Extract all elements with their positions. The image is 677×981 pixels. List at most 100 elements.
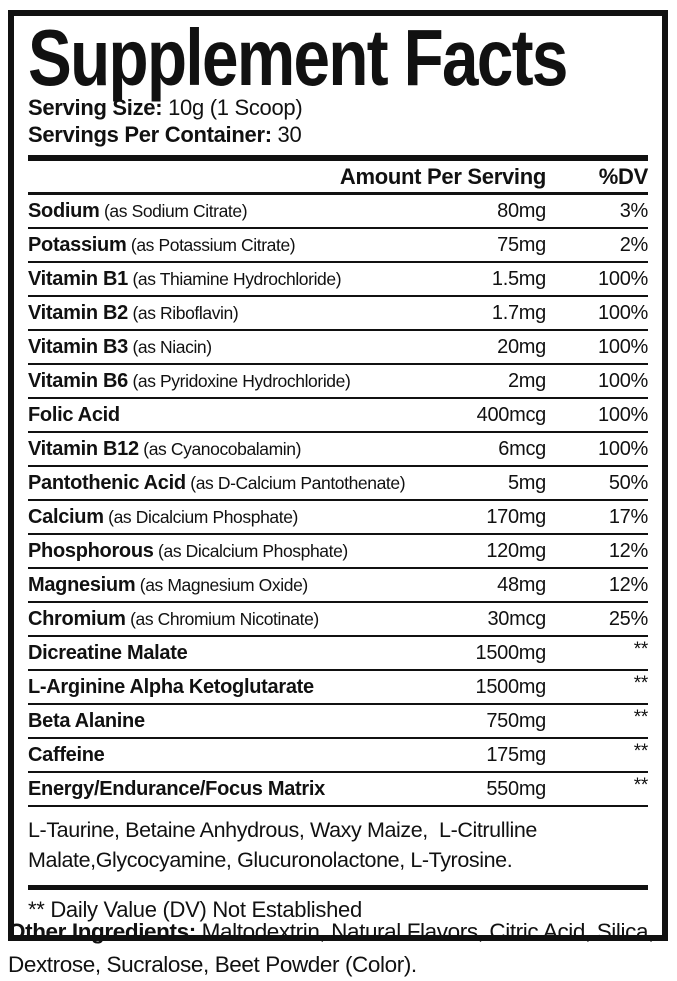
nutrient-daily-value: 100%	[598, 268, 648, 290]
nutrient-name: Folic Acid	[28, 404, 120, 426]
nutrient-name: Phosphorous	[28, 540, 154, 562]
nutrient-table: Sodium (as Sodium Citrate) 80mg 3% Potas…	[28, 195, 648, 807]
nutrient-row: Calcium (as Dicalcium Phosphate) 170mg 1…	[28, 501, 648, 535]
nutrient-name: Vitamin B1	[28, 268, 128, 290]
nutrient-source-detail: (as Pyridoxine Hydrochloride)	[128, 371, 351, 391]
nutrient-name: L-Arginine Alpha Ketoglutarate	[28, 676, 314, 698]
nutrient-amount: 20mg	[497, 336, 546, 358]
nutrient-row: Vitamin B12 (as Cyanocobalamin) 6mcg 100…	[28, 433, 648, 467]
nutrient-source-detail: (as Thiamine Hydrochloride)	[128, 269, 342, 289]
nutrient-name-cell: Caffeine	[28, 744, 486, 767]
nutrient-name-cell: Energy/Endurance/Focus Matrix	[28, 778, 486, 801]
nutrient-row: Vitamin B1 (as Thiamine Hydrochloride) 1…	[28, 263, 648, 297]
nutrient-name: Vitamin B2	[28, 302, 128, 324]
nutrient-name: Beta Alanine	[28, 710, 145, 732]
nutrient-name: Magnesium	[28, 574, 136, 596]
nutrient-amount: 48mg	[497, 574, 546, 596]
nutrient-daily-value: **	[633, 707, 649, 728]
nutrient-amount: 30mcg	[487, 608, 546, 630]
nutrient-daily-value: 25%	[608, 608, 648, 630]
nutrient-name-cell: Beta Alanine	[28, 710, 486, 733]
panel-title: Supplement Facts	[28, 13, 568, 102]
nutrient-daily-value: **	[633, 639, 649, 660]
nutrient-row: Vitamin B6 (as Pyridoxine Hydrochloride)…	[28, 365, 648, 399]
proprietary-blend-text: L-Taurine, Betaine Anhydrous, Waxy Maize…	[28, 818, 543, 872]
nutrient-amount: 6mcg	[498, 438, 546, 460]
nutrient-source-detail: (as D-Calcium Pantothenate)	[185, 473, 406, 493]
amount-per-serving-header: Amount Per Serving	[339, 164, 546, 189]
nutrient-amount: 400mcg	[476, 404, 547, 426]
nutrient-amount: 2mg	[507, 370, 546, 392]
nutrient-name: Sodium	[28, 200, 100, 222]
daily-value-footnote: ** Daily Value (DV) Not Established	[28, 897, 362, 922]
nutrient-name-cell: Magnesium (as Magnesium Oxide)	[28, 574, 497, 597]
nutrient-daily-value: 100%	[598, 302, 648, 324]
nutrient-name: Caffeine	[28, 744, 105, 766]
nutrient-daily-value: 50%	[608, 472, 648, 494]
nutrient-row: Chromium (as Chromium Nicotinate) 30mcg …	[28, 603, 648, 637]
nutrient-name-cell: Chromium (as Chromium Nicotinate)	[28, 608, 487, 631]
other-ingredients-text: Maltodextrin, Natural Flavors, Citric Ac…	[8, 919, 654, 977]
nutrient-daily-value: 2%	[619, 234, 649, 256]
nutrient-name-cell: L-Arginine Alpha Ketoglutarate	[28, 676, 476, 699]
nutrient-name: Calcium	[28, 506, 104, 528]
nutrient-row: Caffeine 175mg **	[28, 739, 648, 773]
footnote-divider-bar	[28, 885, 648, 890]
nutrient-name: Chromium	[28, 608, 126, 630]
nutrient-name-cell: Vitamin B6 (as Pyridoxine Hydrochloride)	[28, 370, 508, 393]
nutrient-daily-value: 100%	[598, 404, 648, 426]
nutrient-row: Potassium (as Potassium Citrate) 75mg 2%	[28, 229, 648, 263]
nutrient-daily-value: 12%	[608, 540, 648, 562]
nutrient-name: Vitamin B6	[28, 370, 128, 392]
nutrient-daily-value: 12%	[608, 574, 648, 596]
nutrient-amount: 5mg	[507, 472, 546, 494]
nutrient-source-detail: (as Sodium Citrate)	[99, 201, 248, 221]
servings-per-container-label: Servings Per Container:	[28, 122, 272, 147]
nutrient-name-cell: Phosphorous (as Dicalcium Phosphate)	[28, 540, 486, 563]
nutrient-daily-value: **	[633, 775, 649, 796]
nutrient-row: Vitamin B2 (as Riboflavin) 1.7mg 100%	[28, 297, 648, 331]
nutrient-daily-value: 100%	[598, 438, 648, 460]
nutrient-daily-value: 100%	[598, 370, 648, 392]
serving-size-value: 10g (1 Scoop)	[162, 95, 303, 120]
nutrient-name-cell: Vitamin B12 (as Cyanocobalamin)	[28, 438, 498, 461]
nutrient-source-detail: (as Niacin)	[128, 337, 212, 357]
nutrient-name: Vitamin B12	[28, 438, 139, 460]
nutrient-name: Vitamin B3	[28, 336, 128, 358]
panel-title-wrap: Supplement Facts	[28, 18, 648, 98]
nutrient-row: Dicreatine Malate 1500mg **	[28, 637, 648, 671]
nutrient-amount: 80mg	[497, 200, 546, 222]
nutrient-row: Sodium (as Sodium Citrate) 80mg 3%	[28, 195, 648, 229]
nutrient-amount: 170mg	[486, 506, 546, 528]
other-ingredients-paragraph: Other Ingredients: Maltodextrin, Natural…	[8, 915, 670, 981]
nutrient-name-cell: Vitamin B2 (as Riboflavin)	[28, 302, 492, 325]
nutrient-source-detail: (as Cyanocobalamin)	[138, 439, 302, 459]
nutrient-source-detail: (as Magnesium Oxide)	[135, 575, 308, 595]
nutrient-source-detail: (as Dicalcium Phosphate)	[103, 507, 298, 527]
nutrient-row: Vitamin B3 (as Niacin) 20mg 100%	[28, 331, 648, 365]
nutrient-daily-value: 100%	[598, 336, 648, 358]
nutrient-amount: 1500mg	[475, 642, 547, 664]
nutrient-daily-value: **	[633, 741, 649, 762]
nutrient-amount: 750mg	[486, 710, 546, 732]
nutrient-row: Pantothenic Acid (as D-Calcium Pantothen…	[28, 467, 648, 501]
nutrient-name-cell: Vitamin B1 (as Thiamine Hydrochloride)	[28, 268, 492, 291]
nutrient-amount: 1.7mg	[491, 302, 546, 324]
nutrient-name: Potassium	[28, 234, 127, 256]
nutrient-name-cell: Vitamin B3 (as Niacin)	[28, 336, 497, 359]
nutrient-amount: 75mg	[497, 234, 546, 256]
nutrient-name-cell: Potassium (as Potassium Citrate)	[28, 234, 497, 257]
nutrient-source-detail: (as Chromium Nicotinate)	[125, 609, 319, 629]
nutrient-row: Phosphorous (as Dicalcium Phosphate) 120…	[28, 535, 648, 569]
nutrient-name: Pantothenic Acid	[28, 472, 186, 494]
nutrient-row: Magnesium (as Magnesium Oxide) 48mg 12%	[28, 569, 648, 603]
nutrient-name-cell: Pantothenic Acid (as D-Calcium Pantothen…	[28, 472, 508, 495]
nutrient-name: Energy/Endurance/Focus Matrix	[28, 778, 325, 800]
nutrient-source-detail: (as Potassium Citrate)	[126, 235, 296, 255]
header-divider-bar	[28, 155, 648, 161]
nutrient-name-cell: Sodium (as Sodium Citrate)	[28, 200, 497, 223]
nutrient-daily-value: 17%	[608, 506, 648, 528]
nutrient-amount: 1.5mg	[491, 268, 546, 290]
nutrient-amount: 175mg	[486, 744, 546, 766]
